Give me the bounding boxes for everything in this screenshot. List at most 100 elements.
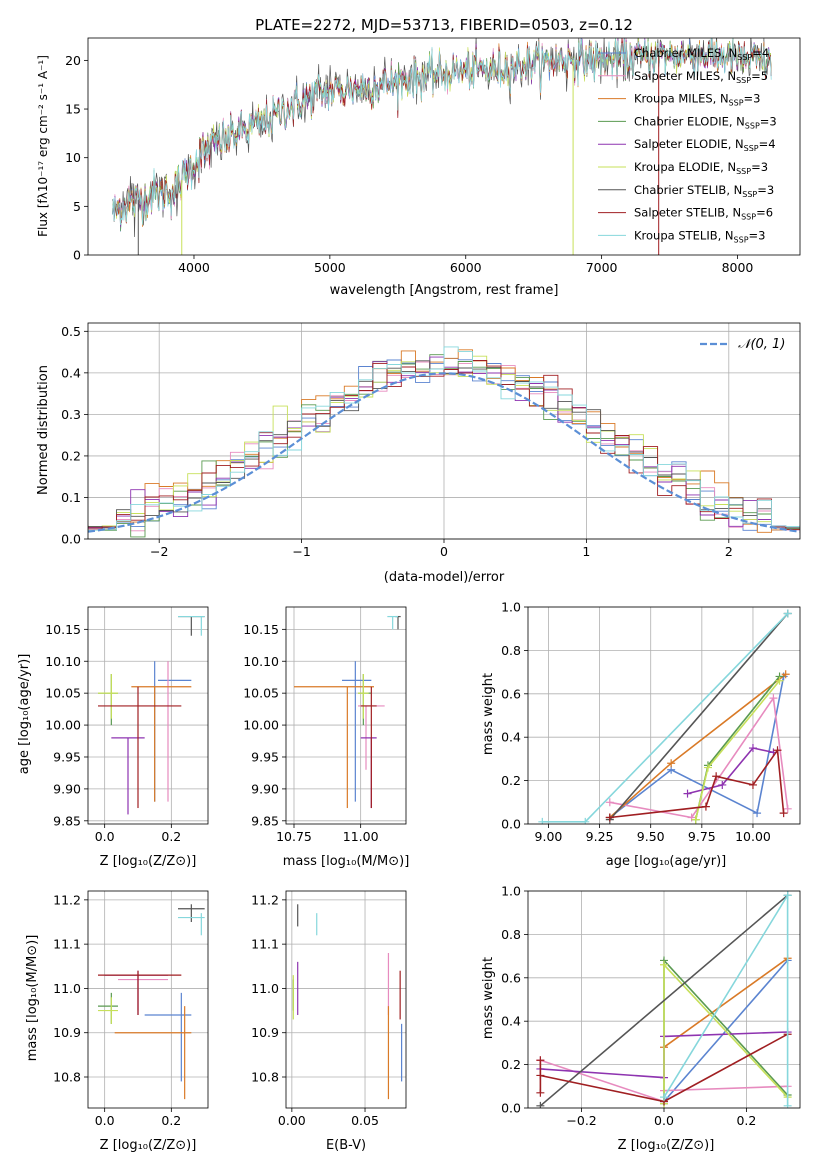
mass-vs-z-panel: 0.0 0.2 10.8 10.9 11.0 11.1 11.2 Z [log₁₀(Z/Z⊙… [25,890,209,1153]
legend-entry: Chabrier MILES, NSSP=4 [634,46,769,62]
weight-point-kroupa_stelib [581,817,590,824]
y-tick-label: 0.2 [501,773,521,788]
residuals-panel: −2 −1 0 1 2 0.0 0.1 0.2 0.3 0.4 0.5 𝒩(0, 1) (data-m… [36,322,801,585]
legend-sub: SSP [734,235,749,244]
age-vs-z-panel: 0.0 0.2 9.85 9.90 9.95 10.00 10.05 10.10 10.15 Z… [17,606,209,869]
legend-suffix: =4 [759,137,776,151]
weight-point-salpeter_miles [605,798,614,807]
plot-content [294,615,401,809]
residuals-legend-label: 𝒩(0, 1) [738,337,785,352]
legend-name: Kroupa MILES, N [634,92,729,106]
weight-point-kroupa_stelib [783,609,792,618]
y-tick-label: 11.0 [251,981,279,996]
legend-entry: Kroupa MILES, NSSP=3 [634,92,760,108]
x-tick-label: 0.0 [95,829,115,844]
age-vs-mass-xlabel: mass [log₁₀(M/M⊙)] [283,854,410,869]
x-tick-label: 9.75 [688,829,716,844]
spectrum-panel: PLATE=2272, MJD=53713, FIBERID=0503, z=0… [36,16,801,298]
legend-suffix: =3 [749,228,766,242]
x-tick-label: 7000 [586,260,618,275]
plot-content [536,891,792,1108]
legend-sub: SSP [729,99,744,108]
axes-frame [87,37,801,256]
weight-line-salpeter_stelib [609,747,785,819]
weight-point-salpeter_elodie [683,789,692,798]
legend-name: Salpeter ELODIE, N [634,137,744,151]
weight-point-kroupa_stelib [783,1101,792,1108]
axes-frame [527,890,801,1109]
weight-line-salpeter_miles [609,695,789,819]
y-tick-label: 11.1 [251,937,279,952]
mass-vs-z-ylabel: mass [log₁₀(M/M⊙)] [25,935,40,1062]
legend-entry: Salpeter STELIB, NSSP=6 [634,206,773,222]
plot-content [112,38,772,255]
weight-line-kroupa_stelib [542,612,789,823]
weight-point-chabrier_miles [753,809,762,818]
legend-name: Chabrier STELIB, N [634,183,742,197]
weight-vs-age-xlabel: age [log₁₀(age/yr)] [606,854,727,869]
weight-point-salpeter_stelib [773,746,782,755]
legend-entry: Salpeter MILES, NSSP=5 [634,69,768,85]
y-tick-label: 9.90 [53,781,81,796]
x-tick-label: −0.2 [566,1113,596,1128]
y-tick-label: 10.00 [243,718,279,733]
legend-name: Kroupa ELODIE, N [634,160,736,174]
legend-entry: Chabrier STELIB, NSSP=3 [634,183,774,199]
weight-point-salpeter_stelib [536,1056,545,1065]
weight-line-salpeter_elodie [687,747,774,795]
y-tick-label: 10.8 [53,1070,81,1085]
y-tick-label: 11.1 [53,937,81,952]
x-tick-label: −1 [292,544,310,559]
x-tick-label: 6000 [450,260,482,275]
weight-point-salpeter_miles [783,804,792,813]
age-vs-z-plot-area: 0.0 0.2 9.85 9.90 9.95 10.00 10.05 10.10 10.15 [45,606,209,844]
residuals-plot-area: −2 −1 0 1 2 0.0 0.1 0.2 0.3 0.4 0.5 𝒩(0, 1) [61,322,801,559]
y-tick-label: 0.0 [501,817,521,832]
y-tick-label: 9.95 [53,749,81,764]
x-tick-label: 9.25 [586,829,614,844]
x-tick-label: 0.0 [95,1113,115,1128]
legend-suffix: =3 [757,183,774,197]
axes-frame [527,606,801,825]
legend-sub: SSP [744,144,759,153]
weight-vs-age-plot-area: 9.00 9.25 9.50 9.75 10.00 0.0 0.2 0.4 0.6 0.8 1.0 [501,600,801,844]
weight-line-chabrier_stelib [539,894,789,1107]
y-tick-label: 0.8 [501,927,521,942]
y-tick-label: 0.4 [61,365,81,380]
weight-line-chabrier_miles [609,676,785,819]
weight-point-chabrier_stelib [536,1101,545,1108]
age-vs-z-xlabel: Z [log₁₀(Z/Z⊙)] [100,854,197,869]
x-tick-label: 8000 [722,260,754,275]
legend-name: Chabrier ELODIE, N [634,114,745,128]
legend-sub: SSP [736,76,751,85]
legend-suffix: =3 [751,160,768,174]
x-tick-label: 9.50 [637,829,665,844]
residuals-xlabel: (data-model)/error [384,570,505,585]
legend-name: Salpeter STELIB, N [634,206,741,220]
y-tick-label: 0.3 [61,407,81,422]
legend-sub: SSP [736,167,751,176]
y-tick-label: 9.90 [251,781,279,796]
spectrum-title: PLATE=2272, MJD=53713, FIBERID=0503, z=0… [255,16,633,34]
axes-frame [87,890,209,1109]
x-tick-label: 0.05 [351,1113,379,1128]
y-tick-label: 0.4 [501,1014,521,1029]
weight-vs-z-xlabel: Z [log₁₀(Z/Z⊙)] [618,1138,715,1153]
x-tick-label: 4000 [178,260,210,275]
weight-point-salpeter_stelib [779,809,788,818]
y-tick-label: 0 [73,248,81,263]
legend-sub: SSP [741,213,756,222]
plot-content [292,904,403,1100]
x-tick-label: 1 [582,544,590,559]
y-tick-label: 0.6 [501,970,521,985]
weight-point-kroupa_elodie [775,676,784,685]
weight-point-salpeter_elodie [718,780,727,789]
y-tick-label: 0.0 [501,1101,521,1116]
age-vs-mass-panel: 10.75 11.00 9.85 9.90 9.95 10.00 10.05 10.10 10.… [243,606,410,869]
y-tick-label: 1.0 [501,884,521,899]
legend-sub: SSP [742,190,757,199]
x-tick-label: 2 [725,544,733,559]
spectrum-legend: Chabrier MILES, NSSP=4 Salpeter MILES, NS… [598,46,777,244]
age-vs-mass-plot-area: 10.75 11.00 9.85 9.90 9.95 10.00 10.05 10.10 10.… [243,606,407,844]
